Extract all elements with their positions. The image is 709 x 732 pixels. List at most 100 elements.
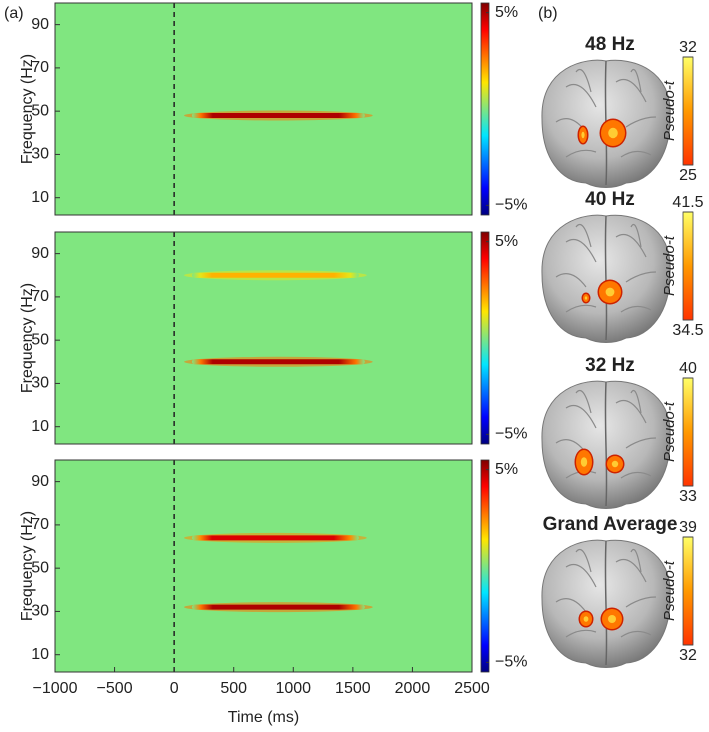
pseudo-t-colorbar bbox=[682, 536, 694, 646]
band bbox=[192, 112, 365, 118]
colorbar-label: Pseudo-t bbox=[661, 235, 678, 296]
brain-title: 32 Hz bbox=[585, 355, 635, 376]
brain-title: 40 Hz bbox=[585, 189, 635, 210]
colorbar-max-label: 41.5 bbox=[672, 194, 703, 211]
colorbar-tick-label: −5% bbox=[495, 197, 527, 214]
brain-gyrus bbox=[630, 548, 642, 573]
brain-gyrus bbox=[620, 305, 652, 313]
x-tick-label: 2000 bbox=[395, 680, 431, 697]
y-tick-label: 10 bbox=[31, 189, 49, 206]
brain-gyrus bbox=[615, 233, 647, 258]
colorbar-min-label: 25 bbox=[679, 167, 697, 184]
colorbar-tick-label: −5% bbox=[495, 426, 527, 443]
brain-gyrus bbox=[630, 68, 642, 93]
brain-gyrus bbox=[615, 399, 647, 424]
heatmap-background bbox=[55, 460, 472, 672]
activation-peak bbox=[608, 615, 616, 623]
colorbar-min-label: 34.5 bbox=[672, 322, 703, 339]
colorbar bbox=[480, 231, 490, 445]
heatmap-background bbox=[55, 3, 472, 215]
brain-gyrus bbox=[565, 304, 597, 313]
brain-gyrus bbox=[625, 271, 657, 283]
brain-gyrus bbox=[565, 149, 597, 158]
x-axis-label: Time (ms) bbox=[228, 709, 299, 726]
brain-gyrus bbox=[565, 238, 597, 263]
colorbar-tick-label: −5% bbox=[495, 654, 527, 671]
y-tick-label: 90 bbox=[31, 473, 49, 490]
pseudo-t-colorbar bbox=[682, 211, 694, 321]
activation-peak bbox=[580, 457, 588, 467]
x-tick-label: 1500 bbox=[335, 680, 371, 697]
colorbar-tick-label: 5% bbox=[495, 4, 518, 21]
y-tick-label: 50 bbox=[31, 331, 49, 348]
pseudo-t-colorbar bbox=[682, 377, 694, 487]
plot-frame bbox=[54, 231, 473, 445]
plot-frame bbox=[54, 2, 473, 216]
colorbar-label: Pseudo-t bbox=[661, 560, 678, 621]
x-tick-label: 500 bbox=[220, 680, 247, 697]
y-axis-label: Frequency (Hz) bbox=[19, 511, 36, 621]
plot-frame bbox=[54, 459, 473, 673]
activation-peak bbox=[611, 460, 619, 468]
brain-gyrus bbox=[615, 78, 647, 103]
panel-label: (b) bbox=[538, 5, 558, 22]
x-tick-label: −500 bbox=[97, 680, 133, 697]
brain-gyrus bbox=[575, 548, 592, 573]
brain-gyrus bbox=[625, 116, 657, 128]
brain-gyrus bbox=[620, 471, 652, 479]
brain-gyrus bbox=[620, 150, 652, 158]
brain-gyrus bbox=[575, 223, 592, 248]
brain-fissure bbox=[604, 381, 608, 507]
colorbar-label: Pseudo-t bbox=[661, 80, 678, 141]
y-tick-label: 30 bbox=[31, 146, 49, 163]
band bbox=[192, 272, 359, 278]
brain-gyrus bbox=[555, 598, 587, 613]
y-tick-label: 70 bbox=[31, 288, 49, 305]
x-tick-label: 0 bbox=[170, 680, 179, 697]
colorbar-tick-label: 5% bbox=[495, 233, 518, 250]
brain-title: Grand Average bbox=[543, 514, 678, 535]
y-tick-label: 50 bbox=[31, 102, 49, 119]
y-axis-label: Frequency (Hz) bbox=[19, 54, 36, 164]
colorbar-max-label: 32 bbox=[679, 39, 697, 56]
colorbar-max-label: 39 bbox=[679, 519, 697, 536]
brain-title: 48 Hz bbox=[585, 34, 635, 55]
panel-label: (a) bbox=[4, 5, 24, 22]
colorbar bbox=[480, 459, 490, 673]
y-tick-label: 70 bbox=[31, 516, 49, 533]
x-tick-label: 2500 bbox=[454, 680, 490, 697]
brain-gyrus bbox=[565, 83, 597, 108]
y-tick-label: 90 bbox=[31, 245, 49, 262]
brain-gyrus bbox=[565, 563, 597, 588]
band bbox=[192, 359, 365, 365]
colorbar-max-label: 40 bbox=[679, 360, 697, 377]
brain-gyrus bbox=[575, 68, 592, 93]
activation-peak bbox=[583, 616, 589, 622]
colorbar-tick-label: 5% bbox=[495, 461, 518, 478]
brain-gyrus bbox=[630, 223, 642, 248]
colorbar-min-label: 32 bbox=[679, 647, 697, 664]
x-tick-label: 1000 bbox=[275, 680, 311, 697]
pseudo-t-colorbar bbox=[682, 56, 694, 166]
brain-gyrus bbox=[565, 404, 597, 429]
activation-peak bbox=[584, 296, 588, 300]
brain-gyrus bbox=[620, 630, 652, 638]
brain-gyrus bbox=[625, 437, 657, 449]
activation-peak bbox=[608, 127, 618, 139]
activation-peak bbox=[581, 131, 585, 139]
brain-gyrus bbox=[555, 273, 587, 288]
y-tick-label: 10 bbox=[31, 646, 49, 663]
y-tick-label: 70 bbox=[31, 59, 49, 76]
brain-gyrus bbox=[565, 629, 597, 638]
colorbar-label: Pseudo-t bbox=[661, 401, 678, 462]
brain-gyrus bbox=[630, 389, 642, 414]
band bbox=[192, 535, 359, 541]
colorbar bbox=[480, 2, 490, 216]
y-tick-label: 50 bbox=[31, 559, 49, 576]
y-tick-label: 90 bbox=[31, 16, 49, 33]
brain-gyrus bbox=[615, 558, 647, 583]
brain-fissure bbox=[604, 540, 608, 666]
y-tick-label: 30 bbox=[31, 375, 49, 392]
activation-peak bbox=[605, 287, 615, 297]
